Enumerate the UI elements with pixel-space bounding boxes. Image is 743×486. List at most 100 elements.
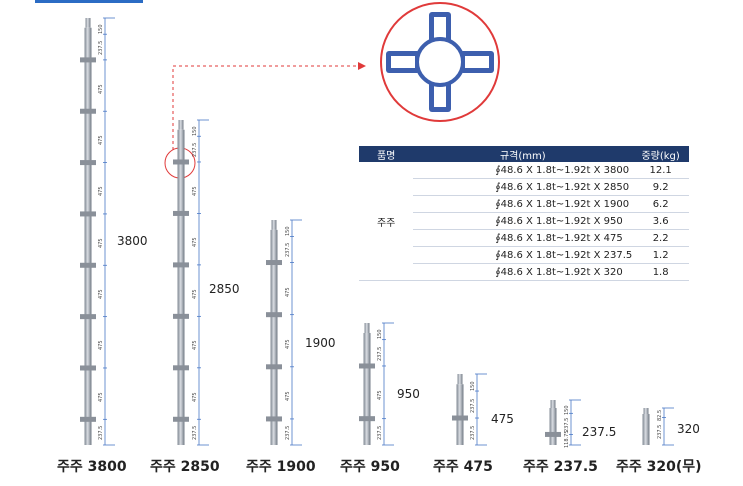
post-3800 (80, 17, 115, 446)
table-row: ∮48.6 X 1.8t~1.92t X 950 3.6 (359, 212, 689, 230)
detail-pipe-section (415, 37, 465, 87)
segment-dimension-label: 237.5 (470, 398, 476, 413)
caption-post-320: 주주 320(무) (616, 459, 702, 475)
post-1900 (266, 219, 302, 446)
rosette-connector (173, 313, 189, 319)
total-length-label: 475 (491, 412, 514, 426)
segment-dimension-label: 475 (98, 392, 104, 402)
weight-cell: 2.2 (632, 229, 689, 247)
rosette-connector (173, 210, 189, 216)
segment-dimension-label: 150 (192, 126, 198, 137)
segment-dimension-label: 237.5 (470, 425, 476, 440)
segment-dimension-label: 475 (98, 135, 104, 145)
segment-dimension-label: 237.5 (192, 425, 198, 441)
segment-dimension-label: 475 (285, 287, 291, 297)
rosette-connector (80, 108, 96, 114)
rosette-connector (80, 365, 96, 371)
spec-cell: ∮48.6 X 1.8t~1.92t X 475 (413, 229, 633, 247)
rosette-connector (80, 211, 96, 217)
spec-cell: ∮48.6 X 1.8t~1.92t X 1900 (413, 195, 633, 213)
segment-dimension-label: 118.75 (564, 430, 570, 448)
weight-cell: 12.1 (632, 162, 689, 179)
caption-post-237-5: 주주 237.5 (523, 459, 598, 475)
post-950 (359, 322, 394, 446)
caption-post-3800: 주주 3800 (57, 459, 127, 475)
segment-dimension-label: 237.5 (192, 142, 198, 158)
post-spigot (271, 220, 277, 230)
post-320 (642, 407, 674, 446)
rosette-connector (359, 363, 375, 369)
header-spec: 규격(mm) (413, 146, 633, 162)
post-spigot (643, 408, 649, 414)
rosette-connector (80, 160, 96, 166)
caption-post-1900: 주주 1900 (246, 459, 316, 475)
rosette-connector (266, 312, 282, 318)
segment-dimension-label: 150 (470, 380, 476, 391)
caption-post-950: 주주 950 (340, 459, 400, 475)
segment-dimension-label: 475 (285, 339, 291, 349)
post-spigot (85, 18, 91, 28)
post-2850 (173, 119, 209, 446)
table-row: ∮48.6 X 1.8t~1.92t X 320 1.8 (359, 263, 689, 281)
segment-dimension-label: 237.5 (285, 425, 291, 440)
spec-cell: ∮48.6 X 1.8t~1.92t X 950 (413, 212, 633, 230)
segment-dimension-label: 475 (192, 186, 198, 196)
rosette-connector (80, 314, 96, 320)
segment-dimension-label: 475 (98, 340, 104, 351)
segment-dimension-label: 475 (98, 289, 104, 299)
total-length-label: 3800 (117, 234, 148, 248)
segment-dimension-label: 237.5 (377, 346, 383, 361)
segment-dimension-label: 475 (192, 391, 198, 402)
post-237.5 (545, 399, 581, 446)
post-spigot (364, 323, 370, 333)
total-length-label: 950 (397, 387, 420, 401)
segment-dimension-label: 475 (98, 186, 104, 197)
segment-dimension-label: 475 (192, 237, 198, 248)
total-length-label: 1900 (305, 336, 336, 350)
header-weight: 중량(kg) (632, 146, 689, 162)
top-accent-line (35, 0, 143, 3)
segment-dimension-label: 475 (285, 391, 291, 401)
segment-dimension-label: 237.5 (657, 424, 663, 440)
table-row: 주주 ∮48.6 X 1.8t~1.92t X 3800 12.1 (359, 162, 689, 281)
table-row: ∮48.6 X 1.8t~1.92t X 237.5 1.2 (359, 246, 689, 264)
segment-dimension-label: 237.5 (377, 425, 383, 440)
caption-post-475: 주주 475 (433, 459, 493, 475)
post-spigot (457, 374, 463, 385)
rosette-connector (266, 416, 282, 422)
detail-callout (164, 2, 500, 179)
segment-dimension-label: 475 (192, 289, 198, 299)
total-length-label: 237.5 (582, 425, 617, 439)
rosette-connector (80, 416, 96, 422)
spec-cell: ∮48.6 X 1.8t~1.92t X 237.5 (413, 246, 633, 264)
caption-post-2850: 주주 2850 (150, 459, 220, 475)
spec-table: 품명 규격(mm) 중량(kg) 주주 ∮48.6 X 1.8t~1.92t X… (359, 146, 689, 281)
segment-dimension-label: 150 (98, 24, 104, 35)
segment-dimension-label: 237.5 (285, 243, 291, 258)
product-name: 주주 (359, 162, 414, 281)
table-row: ∮48.6 X 1.8t~1.92t X 1900 6.2 (359, 195, 689, 213)
total-length-label: 320 (677, 422, 700, 436)
segment-dimension-label: 82.5 (657, 409, 663, 421)
post-pipe (549, 408, 557, 445)
rosette-connector (266, 364, 282, 370)
weight-cell: 1.2 (632, 246, 689, 264)
table-row: ∮48.6 X 1.8t~1.92t X 475 2.2 (359, 229, 689, 247)
segment-dimension-label: 150 (564, 405, 570, 415)
post-pipe (642, 414, 650, 445)
spec-cell: ∮48.6 X 1.8t~1.92t X 2850 (413, 178, 633, 196)
post-spigot (550, 400, 556, 408)
post-475 (452, 373, 487, 446)
post-pipe (456, 384, 464, 445)
segment-dimension-label: 475 (98, 238, 104, 248)
weight-cell: 1.8 (632, 263, 689, 281)
post-pipe (270, 229, 278, 445)
rosette-connector (80, 57, 96, 63)
weight-cell: 6.2 (632, 195, 689, 213)
weight-cell: 3.6 (632, 212, 689, 230)
segment-dimension-label: 150 (285, 226, 291, 237)
rosette-connector (173, 416, 189, 422)
spec-cell: ∮48.6 X 1.8t~1.92t X 3800 (413, 162, 633, 179)
rosette-connector (266, 260, 282, 266)
